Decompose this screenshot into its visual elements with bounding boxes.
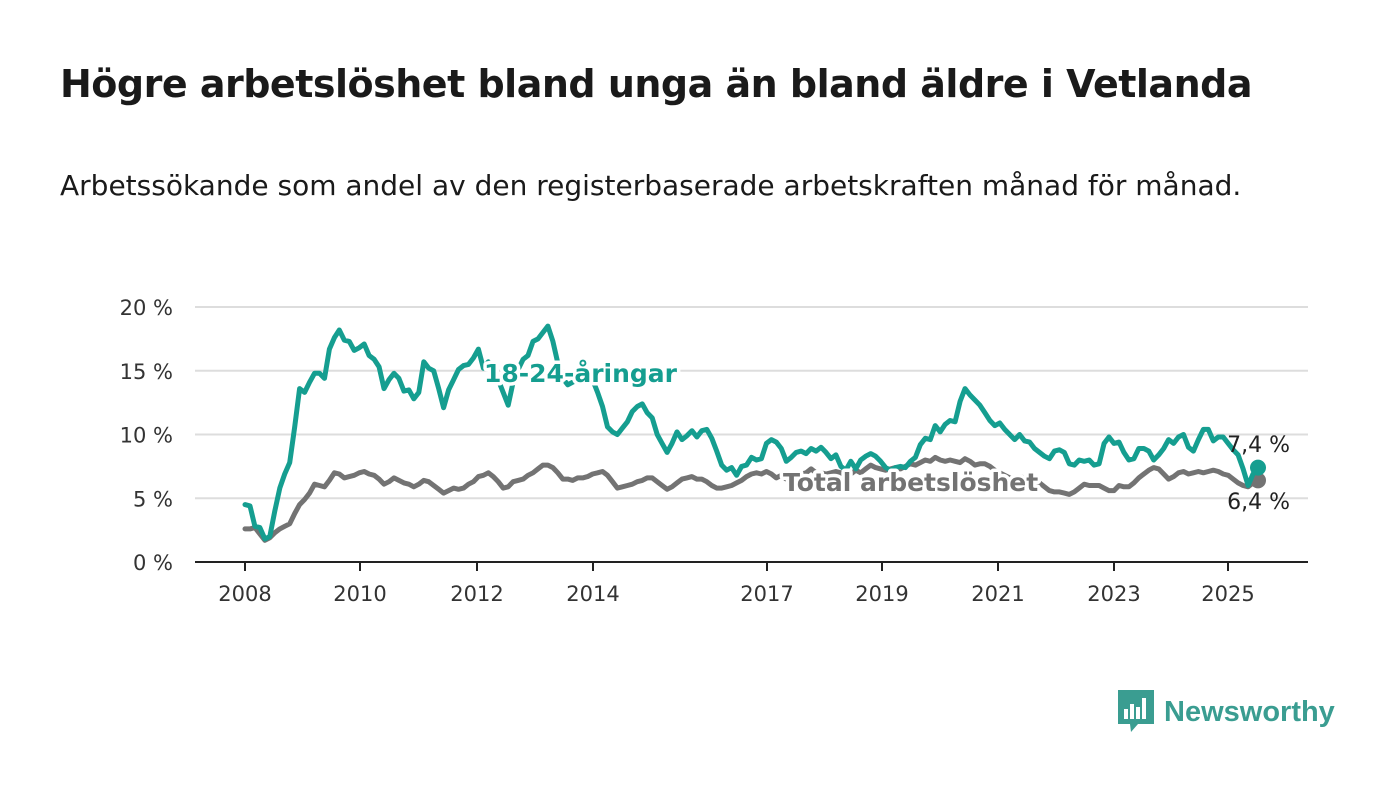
- x-tick-label: 2019: [855, 582, 908, 606]
- series-end-value: 7,4 %: [1227, 433, 1290, 458]
- series-line: [242, 323, 1261, 542]
- series-label: 18-24-åringar: [484, 359, 678, 388]
- series-line: [242, 454, 1261, 543]
- y-tick-label: 0 %: [133, 551, 173, 575]
- y-tick-label: 5 %: [133, 487, 173, 511]
- series-end-value: 6,4 %: [1227, 490, 1290, 515]
- newsworthy-logo-icon: [1118, 690, 1154, 732]
- y-tick-label: 10 %: [120, 424, 173, 448]
- series-label-halo: Total arbetslöshet: [783, 468, 1038, 497]
- grid-lines: [195, 306, 1308, 500]
- axes: 0 % 5 % 10 % 15 % 20 % 2008 2010 2012 2014 2017 20…: [120, 296, 1308, 606]
- x-tick-label: 2012: [450, 582, 503, 606]
- chart-subtitle: Arbetssökande som andel av den registerb…: [60, 169, 1242, 202]
- y-tick-label: 15 %: [120, 360, 173, 384]
- x-tick-label: 2010: [333, 582, 386, 606]
- x-tick-label: 2025: [1201, 582, 1254, 606]
- y-tick-label: 20 %: [120, 296, 173, 320]
- chart-title: Högre arbetslöshet bland unga än bland ä…: [60, 62, 1252, 106]
- x-tick-label: 2021: [971, 582, 1024, 606]
- brand-name: Newsworthy: [1164, 695, 1335, 728]
- x-tick-label: 2014: [566, 582, 619, 606]
- x-tick-label: 2008: [218, 582, 271, 606]
- series-label-halo: 18-24-åringar: [484, 359, 678, 388]
- x-tick-label: 2023: [1087, 582, 1140, 606]
- series-end-marker: [1250, 459, 1266, 476]
- series-label: Total arbetslöshet: [783, 468, 1038, 497]
- series-lines: [242, 323, 1266, 543]
- x-tick-label: 2017: [740, 582, 793, 606]
- newsworthy-brand: Newsworthy: [1118, 690, 1335, 734]
